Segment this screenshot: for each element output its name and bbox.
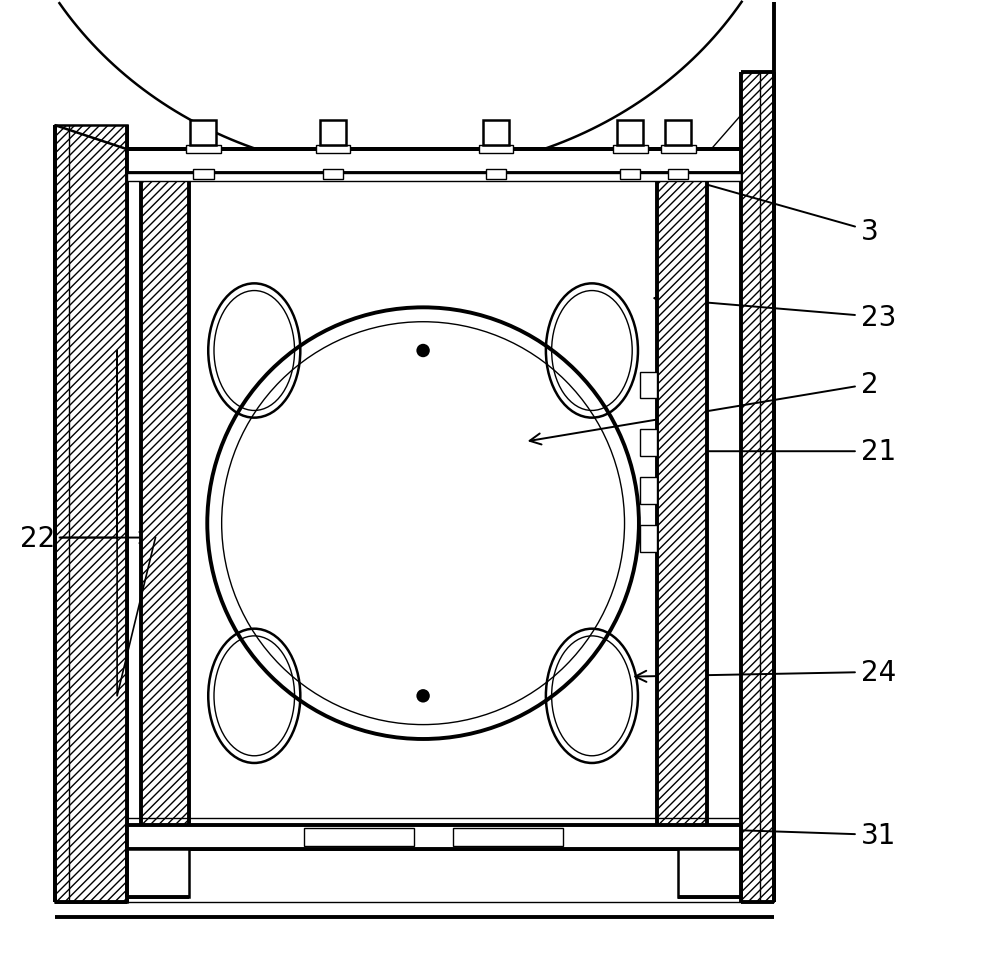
Text: 2: 2 bbox=[530, 371, 878, 445]
Polygon shape bbox=[657, 155, 707, 850]
Text: 23: 23 bbox=[655, 294, 896, 332]
Text: 22: 22 bbox=[20, 524, 151, 552]
Bar bbox=[679, 850, 741, 898]
Text: 21: 21 bbox=[650, 438, 896, 466]
Bar bbox=[486, 170, 506, 180]
Bar bbox=[620, 170, 641, 180]
Bar bbox=[322, 170, 343, 180]
Bar bbox=[186, 146, 220, 154]
Bar bbox=[666, 121, 691, 146]
Bar bbox=[127, 150, 741, 174]
Bar bbox=[127, 174, 741, 182]
Bar bbox=[193, 170, 213, 180]
Bar bbox=[617, 121, 643, 146]
Polygon shape bbox=[141, 155, 189, 850]
Bar bbox=[127, 850, 189, 898]
Bar bbox=[452, 828, 563, 847]
Bar bbox=[320, 121, 346, 146]
Bar bbox=[315, 146, 350, 154]
Bar bbox=[305, 828, 415, 847]
Bar bbox=[479, 146, 513, 154]
Bar bbox=[190, 121, 216, 146]
Polygon shape bbox=[741, 73, 774, 902]
Text: 3: 3 bbox=[687, 178, 878, 245]
Bar bbox=[640, 430, 657, 456]
Text: 24: 24 bbox=[635, 658, 896, 686]
Bar bbox=[669, 170, 688, 180]
Text: 31: 31 bbox=[655, 821, 896, 849]
Bar bbox=[483, 121, 509, 146]
Bar bbox=[613, 146, 648, 154]
Bar bbox=[640, 372, 657, 399]
Circle shape bbox=[417, 689, 430, 702]
Bar bbox=[127, 825, 741, 850]
Bar bbox=[640, 478, 657, 505]
Bar bbox=[661, 146, 695, 154]
Polygon shape bbox=[55, 126, 127, 902]
Circle shape bbox=[417, 344, 430, 357]
Bar bbox=[141, 155, 707, 850]
Bar bbox=[640, 526, 657, 553]
